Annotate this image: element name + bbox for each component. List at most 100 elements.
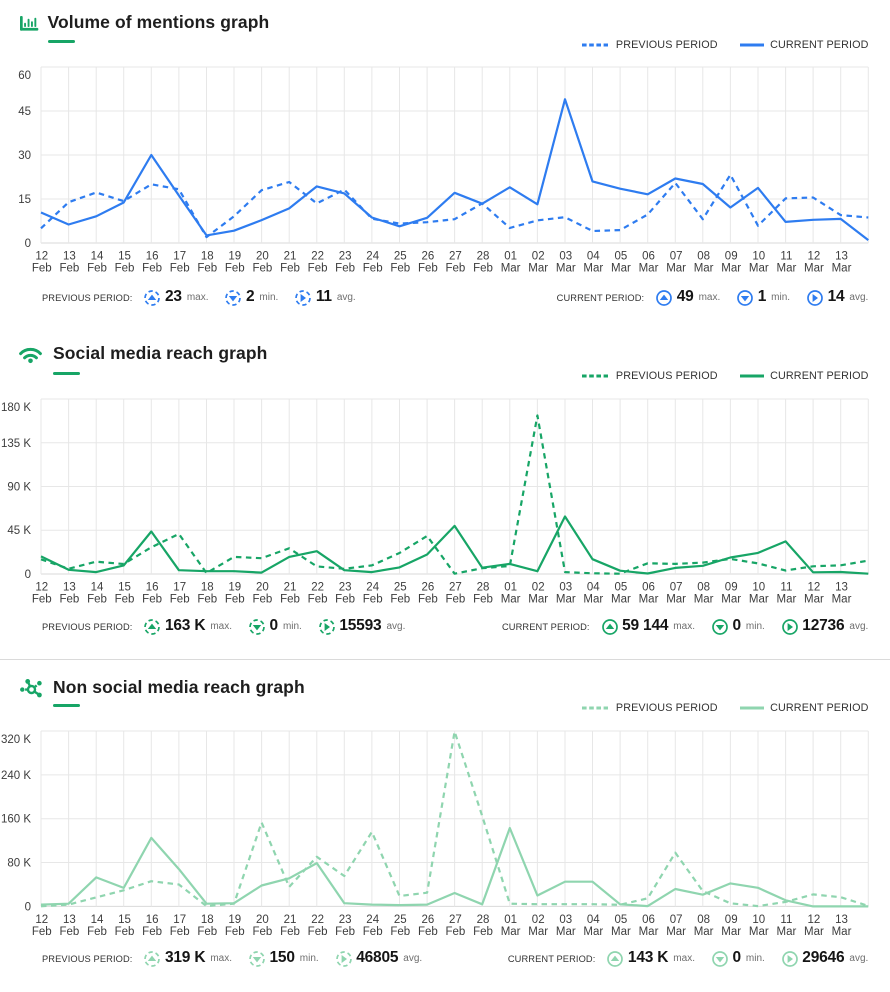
- svg-text:Mar: Mar: [776, 926, 796, 938]
- svg-text:Mar: Mar: [556, 594, 576, 606]
- svg-text:03: 03: [559, 914, 572, 926]
- svg-text:Feb: Feb: [280, 926, 300, 938]
- svg-text:Mar: Mar: [639, 594, 659, 606]
- svg-text:13: 13: [835, 582, 848, 594]
- svg-text:Mar: Mar: [666, 594, 686, 606]
- svg-text:16: 16: [146, 582, 159, 594]
- svg-text:17: 17: [173, 582, 186, 594]
- svg-text:06: 06: [642, 914, 655, 926]
- svg-text:24: 24: [366, 914, 379, 926]
- svg-text:Mar: Mar: [639, 926, 659, 938]
- svg-text:Mar: Mar: [776, 594, 796, 606]
- svg-text:Feb: Feb: [445, 263, 465, 275]
- svg-text:17: 17: [173, 914, 186, 926]
- svg-text:28: 28: [477, 582, 490, 594]
- svg-text:01: 01: [504, 251, 517, 263]
- svg-text:14: 14: [91, 582, 104, 594]
- svg-text:28: 28: [477, 914, 490, 926]
- svg-text:18: 18: [201, 582, 214, 594]
- svg-text:Feb: Feb: [225, 594, 245, 606]
- svg-text:16: 16: [146, 251, 159, 263]
- svg-text:18: 18: [201, 914, 214, 926]
- svg-text:Feb: Feb: [418, 594, 438, 606]
- svg-text:Mar: Mar: [694, 926, 714, 938]
- svg-text:Feb: Feb: [308, 594, 328, 606]
- svg-text:08: 08: [697, 914, 710, 926]
- svg-text:06: 06: [642, 582, 655, 594]
- svg-text:Mar: Mar: [556, 926, 576, 938]
- svg-text:04: 04: [587, 582, 600, 594]
- svg-text:04: 04: [587, 914, 600, 926]
- svg-text:01: 01: [504, 582, 517, 594]
- svg-text:20: 20: [256, 582, 269, 594]
- svg-text:Mar: Mar: [749, 926, 769, 938]
- svg-text:12: 12: [808, 914, 821, 926]
- svg-text:15: 15: [118, 914, 131, 926]
- svg-text:Mar: Mar: [666, 263, 686, 275]
- svg-text:Mar: Mar: [694, 263, 714, 275]
- svg-text:26: 26: [422, 914, 435, 926]
- svg-text:Feb: Feb: [225, 263, 245, 275]
- svg-text:08: 08: [697, 582, 710, 594]
- svg-text:Mar: Mar: [501, 926, 521, 938]
- svg-text:Mar: Mar: [832, 926, 852, 938]
- svg-text:Feb: Feb: [308, 926, 328, 938]
- svg-text:Feb: Feb: [473, 926, 493, 938]
- svg-text:Mar: Mar: [721, 594, 741, 606]
- svg-text:23: 23: [339, 251, 352, 263]
- svg-text:12: 12: [35, 582, 48, 594]
- svg-text:Feb: Feb: [418, 926, 438, 938]
- svg-text:23: 23: [339, 914, 352, 926]
- svg-text:22: 22: [311, 251, 324, 263]
- svg-text:Feb: Feb: [445, 594, 465, 606]
- svg-text:0: 0: [25, 238, 31, 250]
- svg-text:Feb: Feb: [363, 263, 383, 275]
- svg-text:90 K: 90 K: [7, 482, 31, 494]
- svg-text:Mar: Mar: [804, 263, 824, 275]
- svg-text:45 K: 45 K: [7, 525, 31, 537]
- svg-text:12: 12: [808, 251, 821, 263]
- svg-text:Mar: Mar: [501, 263, 521, 275]
- svg-text:Mar: Mar: [721, 263, 741, 275]
- svg-text:Feb: Feb: [335, 926, 355, 938]
- svg-text:10: 10: [752, 914, 765, 926]
- svg-text:12: 12: [35, 251, 48, 263]
- svg-text:Mar: Mar: [694, 594, 714, 606]
- svg-text:Mar: Mar: [611, 594, 631, 606]
- svg-text:19: 19: [228, 582, 241, 594]
- svg-text:Feb: Feb: [280, 263, 300, 275]
- svg-text:Feb: Feb: [32, 926, 52, 938]
- svg-text:Feb: Feb: [308, 263, 328, 275]
- svg-text:Feb: Feb: [32, 263, 52, 275]
- svg-text:03: 03: [559, 582, 572, 594]
- svg-text:Feb: Feb: [473, 594, 493, 606]
- svg-text:Feb: Feb: [59, 263, 79, 275]
- svg-text:09: 09: [725, 914, 738, 926]
- svg-text:Feb: Feb: [170, 594, 190, 606]
- svg-text:15: 15: [118, 251, 131, 263]
- svg-text:02: 02: [532, 251, 545, 263]
- svg-text:Feb: Feb: [59, 594, 79, 606]
- svg-text:Mar: Mar: [832, 263, 852, 275]
- svg-text:180 K: 180 K: [1, 402, 31, 414]
- svg-text:240 K: 240 K: [1, 770, 31, 782]
- svg-text:20: 20: [256, 251, 269, 263]
- svg-text:15: 15: [118, 582, 131, 594]
- svg-text:11: 11: [780, 251, 792, 263]
- svg-text:Mar: Mar: [528, 926, 548, 938]
- svg-text:10: 10: [752, 251, 765, 263]
- svg-text:17: 17: [173, 251, 186, 263]
- svg-text:Mar: Mar: [721, 926, 741, 938]
- svg-text:16: 16: [146, 914, 159, 926]
- svg-text:0: 0: [25, 901, 31, 913]
- svg-text:Mar: Mar: [804, 594, 824, 606]
- svg-text:60: 60: [18, 70, 31, 82]
- svg-text:Mar: Mar: [666, 926, 686, 938]
- svg-text:07: 07: [670, 582, 683, 594]
- svg-text:Mar: Mar: [611, 263, 631, 275]
- svg-text:Feb: Feb: [390, 263, 410, 275]
- svg-text:320 K: 320 K: [1, 734, 31, 746]
- svg-text:Feb: Feb: [87, 926, 107, 938]
- svg-text:Feb: Feb: [335, 594, 355, 606]
- svg-text:11: 11: [780, 914, 792, 926]
